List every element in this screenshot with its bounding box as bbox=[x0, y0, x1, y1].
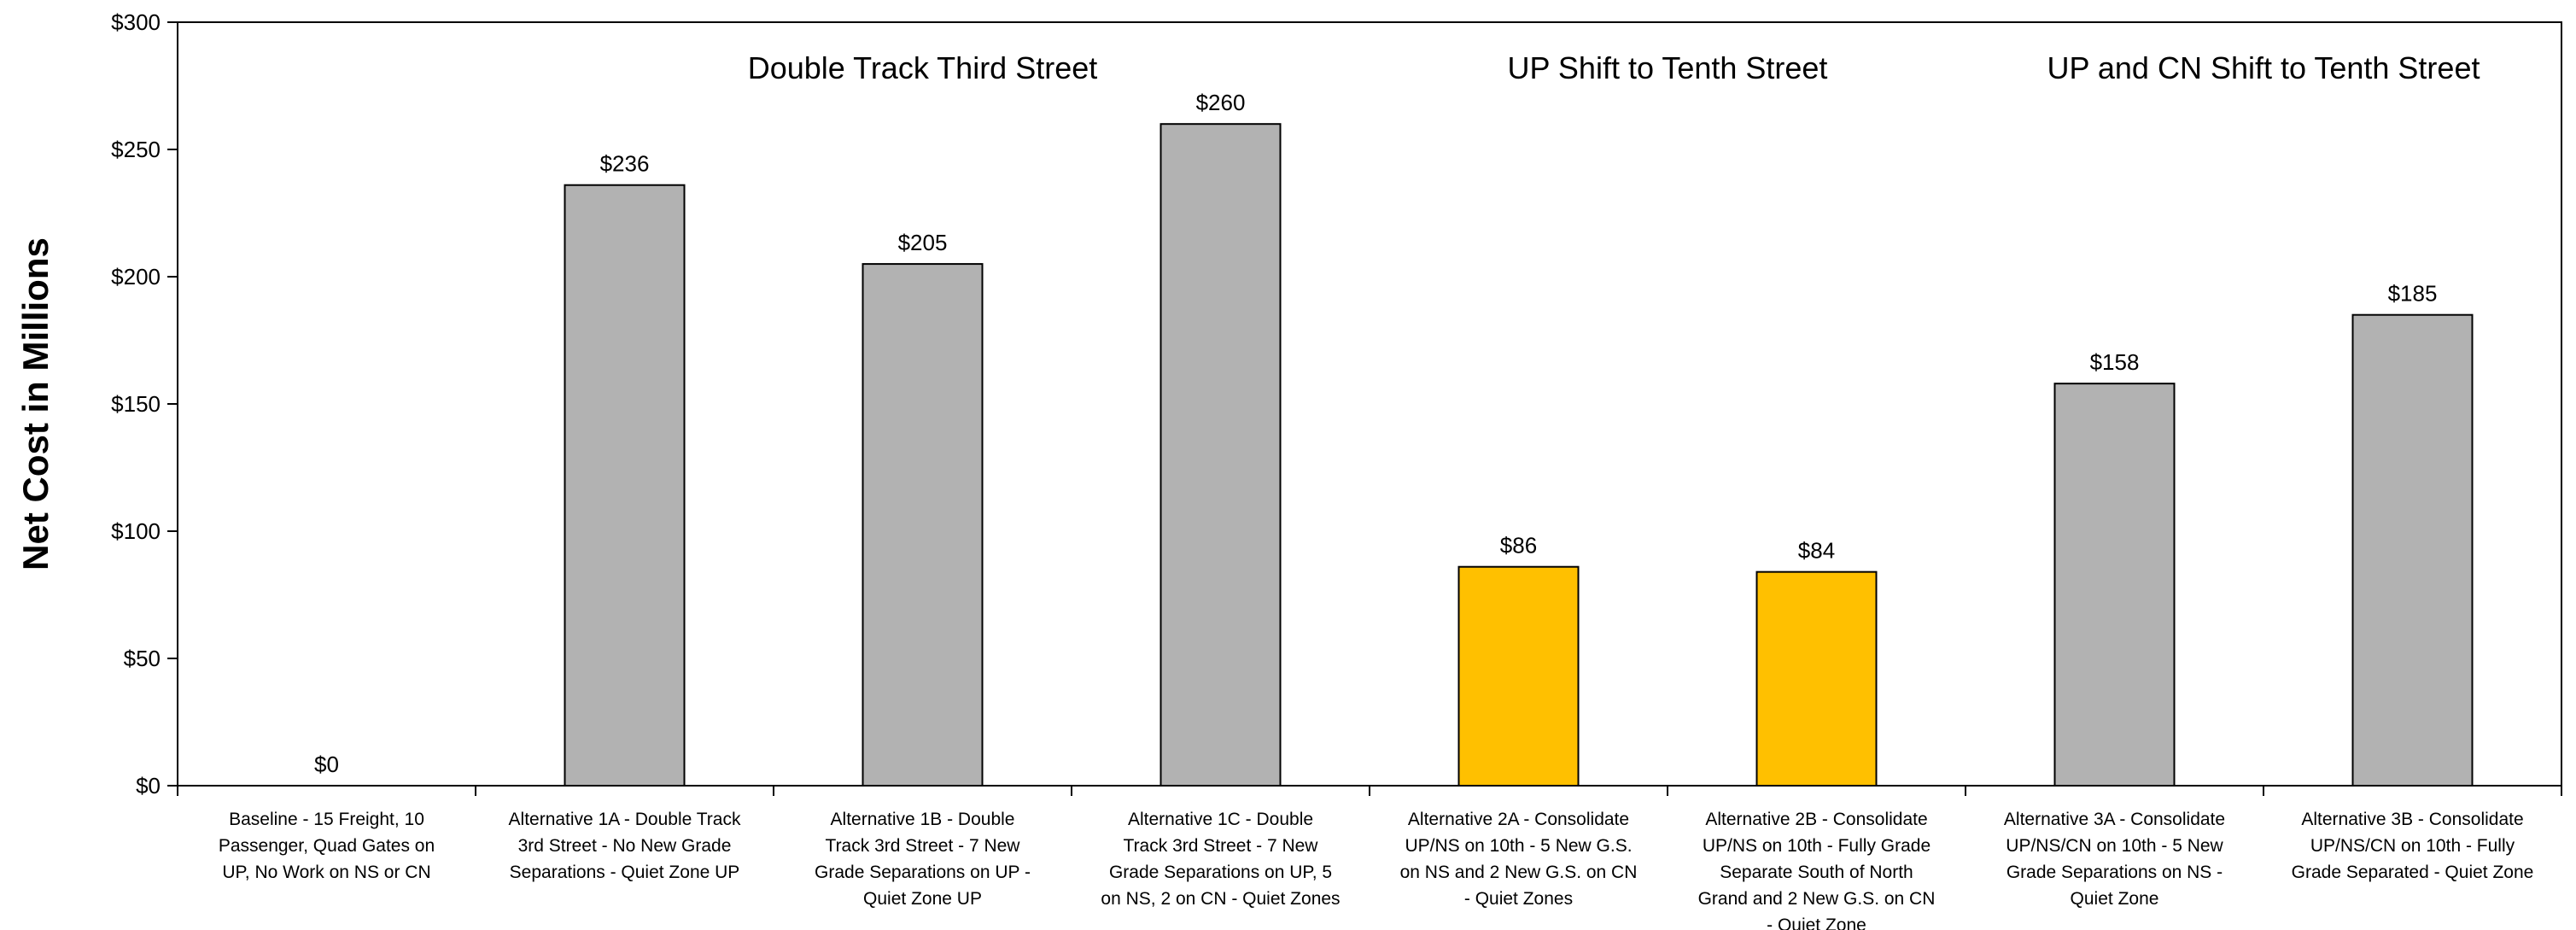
data-label: $260 bbox=[1196, 90, 1246, 115]
bar bbox=[1457, 565, 1580, 787]
data-label: $236 bbox=[600, 151, 650, 177]
category-label: Track 3rd Street - 7 New bbox=[826, 836, 1021, 856]
bar bbox=[2053, 383, 2176, 787]
category-label: Alternative 3A - Consolidate bbox=[2004, 810, 2225, 829]
category-label: - Quiet Zone bbox=[1767, 915, 1866, 930]
group-annotation: Double Track Third Street bbox=[748, 50, 1098, 85]
category-label: Alternative 2A - Consolidate bbox=[1408, 810, 1629, 829]
y-tick-label: $150 bbox=[111, 391, 161, 417]
data-label: $0 bbox=[314, 752, 339, 777]
y-tick-label: $0 bbox=[136, 773, 161, 798]
category-label: Track 3rd Street - 7 New bbox=[1124, 836, 1319, 856]
y-tick-label: $200 bbox=[111, 264, 161, 290]
category-label: Quiet Zone bbox=[2071, 889, 2159, 909]
category-label: Alternative 3B - Consolidate bbox=[2301, 810, 2523, 829]
category-label: - Quiet Zones bbox=[1464, 889, 1573, 909]
category-label: Alternative 1B - Double bbox=[831, 810, 1015, 829]
category-label: 3rd Street - No New Grade bbox=[518, 836, 732, 856]
category-label: Baseline - 15 Freight, 10 bbox=[229, 810, 424, 829]
category-label: Alternative 2B - Consolidate bbox=[1705, 810, 1927, 829]
data-label: $158 bbox=[2090, 349, 2140, 375]
y-tick-label: $50 bbox=[124, 646, 161, 671]
bar bbox=[862, 263, 984, 787]
bar bbox=[1755, 570, 1878, 787]
y-tick-label: $300 bbox=[111, 9, 161, 35]
group-annotation: UP and CN Shift to Tenth Street bbox=[2047, 50, 2480, 85]
plot-area-frame bbox=[177, 21, 2562, 787]
category-label: UP/NS/CN on 10th - 5 New bbox=[2006, 836, 2223, 856]
category-label: Quiet Zone UP bbox=[863, 889, 982, 909]
category-label: UP/NS on 10th - Fully Grade bbox=[1703, 836, 1931, 856]
category-label: on NS, 2 on CN - Quiet Zones bbox=[1101, 889, 1340, 909]
data-label: $84 bbox=[1798, 538, 1835, 564]
category-label: UP/NS on 10th - 5 New G.S. bbox=[1405, 836, 1632, 856]
category-label: Passenger, Quad Gates on bbox=[219, 836, 435, 856]
y-tick-label: $250 bbox=[111, 137, 161, 162]
category-label: UP, No Work on NS or CN bbox=[222, 863, 430, 882]
category-label: Grand and 2 New G.S. on CN bbox=[1698, 889, 1936, 909]
category-label: Alternative 1C - Double bbox=[1128, 810, 1313, 829]
category-label: on NS and 2 New G.S. on CN bbox=[1400, 863, 1638, 882]
y-axis-title: Net Cost in Millions bbox=[15, 237, 55, 570]
category-label: Grade Separations on UP, 5 bbox=[1109, 863, 1332, 882]
group-annotation: UP Shift to Tenth Street bbox=[1508, 50, 1828, 85]
category-label: Alternative 1A - Double Track bbox=[509, 810, 741, 829]
bar bbox=[1159, 123, 1282, 787]
category-label: Separations - Quiet Zone UP bbox=[510, 863, 740, 882]
bar bbox=[564, 184, 686, 787]
data-label: $86 bbox=[1500, 533, 1537, 559]
category-label: Grade Separated - Quiet Zone bbox=[2292, 863, 2534, 882]
y-tick-label: $100 bbox=[111, 518, 161, 544]
category-label: Grade Separations on NS - bbox=[2006, 863, 2223, 882]
category-label: Grade Separations on UP - bbox=[815, 863, 1031, 882]
category-label: Separate South of North bbox=[1720, 863, 1913, 882]
bar bbox=[2351, 313, 2474, 787]
category-label: UP/NS/CN on 10th - Fully bbox=[2310, 836, 2515, 856]
data-label: $205 bbox=[898, 230, 948, 255]
data-label: $185 bbox=[2388, 281, 2438, 307]
